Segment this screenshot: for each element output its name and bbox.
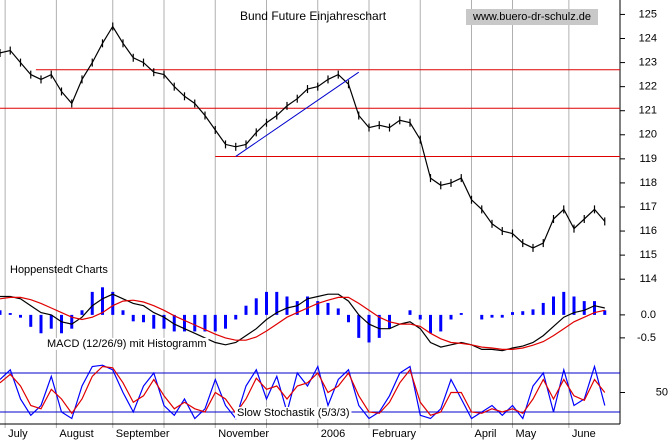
x-tick-label: May — [516, 428, 537, 440]
histogram-bar — [234, 314, 238, 320]
x-tick-label: June — [572, 428, 596, 440]
y-tick-label: 119 — [639, 153, 657, 165]
histogram-bar — [8, 313, 12, 315]
histogram-bar — [121, 310, 125, 315]
histogram-bar — [172, 314, 176, 332]
histogram-bar — [142, 314, 145, 323]
histogram-bar — [183, 314, 186, 332]
histogram-bar — [131, 314, 135, 322]
histogram-bar — [377, 314, 381, 338]
histogram-bar — [326, 302, 330, 315]
watermark: www.buero-dr-schulz.de — [472, 11, 591, 23]
panel-label-bg — [45, 337, 209, 350]
histogram-bar — [541, 302, 545, 315]
y-tick-label: 116 — [639, 225, 657, 237]
histogram-bar — [449, 314, 453, 320]
histogram-bar — [111, 291, 115, 315]
x-tick-label: November — [218, 428, 269, 440]
y-tick-label: 118 — [639, 177, 657, 189]
histogram-bar — [39, 314, 43, 334]
histogram-bar — [562, 291, 566, 315]
x-tick-label: August — [59, 428, 93, 440]
histogram-bar — [593, 301, 596, 315]
histogram-bar — [429, 314, 432, 334]
panel-label: Slow Stochastik (5/3/3) — [237, 407, 350, 419]
y-tick-label: 120 — [639, 129, 657, 141]
macd-line — [0, 293, 605, 352]
panel-label: MACD (12/26/9) mit Histogramm — [47, 338, 207, 350]
histogram-bar — [101, 287, 104, 315]
panel-label-bg — [235, 406, 352, 419]
histogram-bar — [49, 314, 53, 329]
chart-title: Bund Future Einjahreschart — [240, 9, 387, 23]
histogram-bar — [439, 314, 443, 332]
histogram-bar — [254, 298, 258, 315]
x-tick-label: February — [372, 428, 417, 440]
histogram-bar — [531, 309, 535, 315]
stochastic-line — [0, 364, 606, 420]
grid — [4, 0, 570, 428]
histogram-bar — [511, 312, 514, 315]
stochastic-line — [0, 365, 606, 416]
histogram-bar — [316, 301, 320, 315]
histogram-bar — [80, 310, 84, 315]
histogram-bar — [418, 314, 422, 320]
histogram-bar — [285, 296, 289, 315]
y-tick-label: 121 — [639, 105, 657, 117]
histogram-bar — [347, 314, 350, 323]
histogram-bar — [603, 310, 607, 315]
y-tick-label: 115 — [639, 249, 657, 261]
y-tick-label: 0.0 — [641, 309, 656, 321]
macd-line — [0, 296, 605, 350]
x-tick-label: July — [8, 428, 28, 440]
histogram-bar — [203, 314, 207, 332]
y-tick-label: 122 — [639, 81, 657, 93]
histogram-bar — [500, 314, 504, 318]
histogram-bar — [29, 314, 33, 327]
histogram-bar — [357, 314, 361, 338]
source-label: Hoppenstedt Charts — [10, 264, 108, 276]
histogram-bar — [224, 314, 227, 329]
histogram-bar — [480, 314, 484, 320]
y-tick-label: 123 — [639, 56, 657, 68]
histogram-bar — [367, 314, 371, 343]
y-tick-label: 125 — [639, 8, 657, 20]
histogram-bar — [336, 308, 340, 315]
histogram-bar — [295, 301, 299, 315]
histogram-bar — [70, 314, 74, 329]
histogram-bar — [90, 291, 94, 315]
y-tick-label: 124 — [639, 32, 657, 44]
histogram-bar — [244, 305, 248, 315]
y-tick-label: -0.5 — [637, 332, 656, 344]
histogram-bar — [459, 313, 463, 315]
histogram-bar — [60, 314, 63, 334]
histogram-bar — [0, 310, 2, 315]
histogram-bar — [521, 311, 525, 315]
histogram-bar — [582, 301, 586, 315]
histogram-bar — [552, 296, 555, 315]
trend-line — [235, 71, 360, 157]
histogram-bar — [408, 310, 412, 315]
price-line — [0, 25, 606, 249]
histogram-bar — [265, 291, 268, 315]
y-tick-label: 50 — [656, 386, 668, 398]
histogram-bar — [152, 314, 156, 329]
watermark-box — [466, 9, 598, 25]
histogram-bar — [306, 296, 309, 315]
x-tick-label: September — [116, 428, 170, 440]
y-tick-label: 114 — [639, 273, 657, 285]
histogram-bar — [162, 314, 166, 329]
histogram-bar — [193, 314, 197, 332]
x-tick-label: April — [475, 428, 497, 440]
histogram-bar — [213, 314, 217, 332]
histogram-bar — [275, 291, 279, 315]
histogram-bar — [572, 296, 576, 315]
histogram-bar — [19, 314, 22, 318]
histogram-bar — [490, 314, 494, 318]
y-tick-label: 117 — [639, 201, 657, 213]
x-tick-label: 2006 — [321, 428, 345, 440]
